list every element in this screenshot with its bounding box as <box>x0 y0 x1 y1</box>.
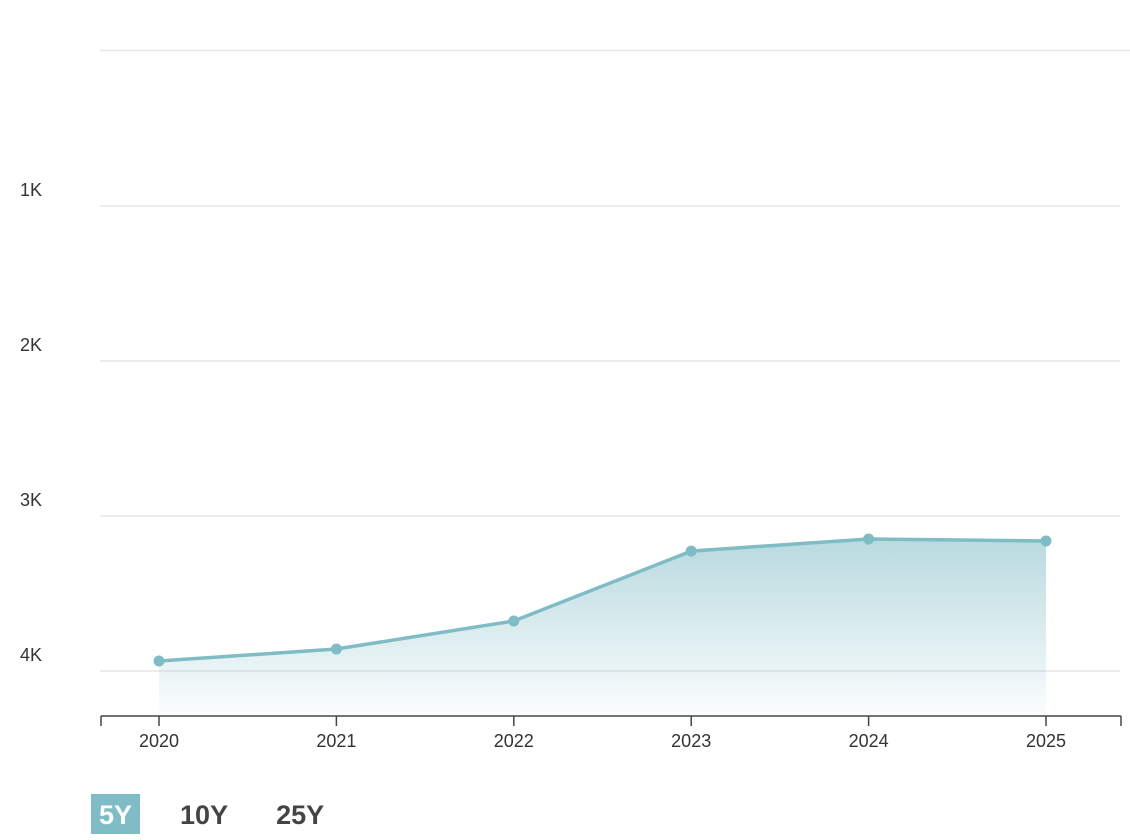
point <box>685 545 697 557</box>
y-tick-label: 2K <box>20 335 42 355</box>
y-tick-label: 4K <box>20 645 42 665</box>
point <box>1040 535 1052 547</box>
range-button[interactable]: 10Y <box>180 800 229 830</box>
x-tick-label: 2024 <box>849 731 889 751</box>
range-button[interactable]: 25Y <box>276 800 325 830</box>
chart: 1K 2K 3K 4K 2020 2021 2022 2023 2024 2025 <box>20 49 1130 751</box>
x-tick-label: 2020 <box>139 731 179 751</box>
point <box>330 643 342 655</box>
line <box>158 537 1047 663</box>
x-tick-label: 2025 <box>1026 731 1066 751</box>
y-tick-label: 1K <box>20 180 42 200</box>
y-tick-label: 3K <box>20 490 42 510</box>
range-selector: 5Y 10Y 25Y <box>91 794 364 834</box>
x-tick-label: 2023 <box>671 731 711 751</box>
point <box>153 655 165 667</box>
area-fill <box>159 538 1046 716</box>
x-tick-label: 2022 <box>494 731 534 751</box>
x-tick-label: 2021 <box>316 731 356 751</box>
point <box>863 533 875 545</box>
point <box>508 615 520 627</box>
range-button[interactable]: 5Y <box>91 794 141 834</box>
